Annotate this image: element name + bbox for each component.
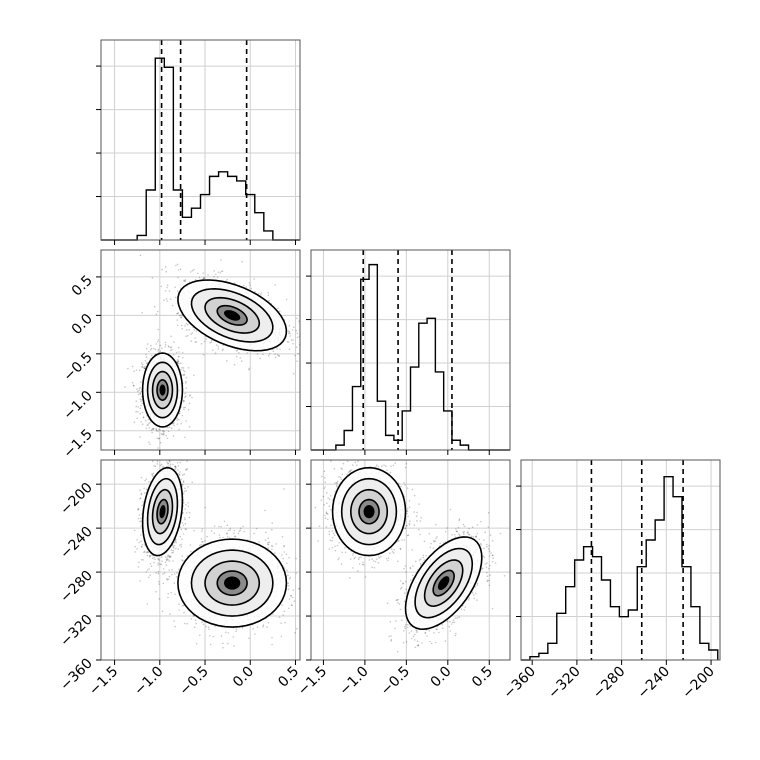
density-layer [133,460,300,649]
axes-frame [310,249,511,451]
contour-line [146,361,179,419]
contour-line [151,370,174,410]
contour-line [141,466,184,557]
contour-line [190,549,274,617]
axes-frame [100,39,301,241]
histogram-step-line [521,475,719,661]
contour-line [340,477,398,546]
histogram-step-line [101,57,300,241]
contour-line [204,296,261,334]
contour-line [141,352,184,428]
contour-line [423,559,464,607]
contour-line [216,304,248,326]
histogram-step-line [311,263,510,451]
contour-line [146,477,179,546]
contour-line [349,488,389,535]
density-layer [124,254,300,449]
contour-line [331,466,407,557]
axes-frame [520,459,721,661]
contour-line [432,569,455,597]
contour-line [204,560,261,606]
density-peak [159,505,166,519]
contour-line [404,536,483,631]
axes-frame [100,249,301,451]
axes-frame [310,459,511,661]
histogram-panel-1 [96,39,301,245]
contour-line [177,538,288,628]
contour-line [414,547,474,619]
density-peak [159,384,166,396]
contour-line [358,498,380,525]
scatter-panel-p2-vs-p1: −1.5 −1.0 −0.5 0.0 0.5 [295,459,511,699]
contour-line [177,279,288,352]
axes-frame [100,459,301,661]
contour-line [156,379,169,401]
contour-line [216,570,248,596]
density-peak [224,576,241,590]
contour-line [156,498,169,525]
density-peak [437,576,450,590]
density-peak [363,505,375,519]
histogram-panel-2 [306,249,511,455]
contour-line [190,288,274,343]
density-peak [224,310,241,321]
density-layer [314,460,506,653]
contour-line [151,488,174,535]
